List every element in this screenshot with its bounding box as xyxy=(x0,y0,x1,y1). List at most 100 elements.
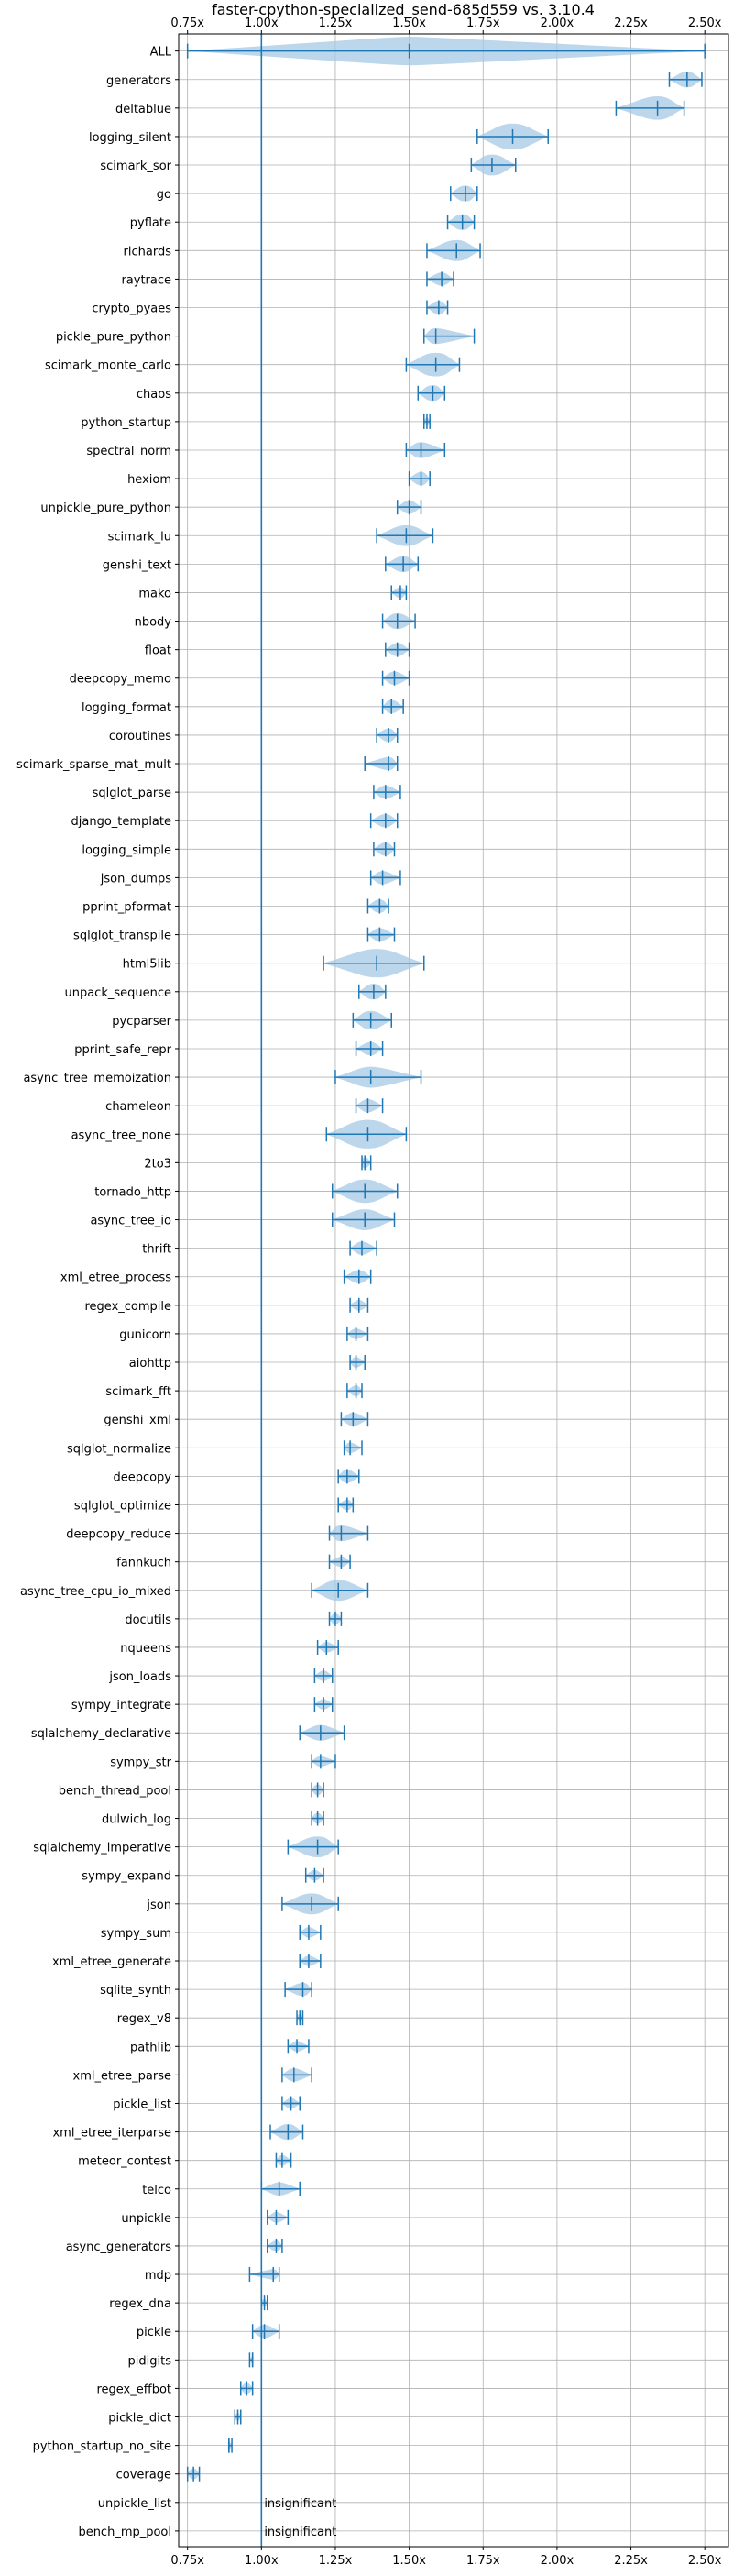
benchmark-label: float xyxy=(145,644,171,658)
benchmark-label: genshi_text xyxy=(103,558,171,572)
benchmark-label: async_tree_memoization xyxy=(23,1072,171,1085)
x-tick-label-bottom: 0.75x xyxy=(170,2554,204,2568)
benchmark-label: hexiom xyxy=(127,473,171,487)
x-tick-label-top: 1.25x xyxy=(319,17,353,30)
benchmark-label: bench_mp_pool xyxy=(78,2526,171,2539)
benchmark-label: raytrace xyxy=(121,273,171,287)
benchmark-label: django_template xyxy=(71,815,171,829)
benchmark-label: python_startup_no_site xyxy=(33,2440,171,2454)
benchmark-label: scimark_fft xyxy=(105,1385,171,1399)
benchmark-label: xml_etree_iterparse xyxy=(52,2127,171,2141)
benchmark-label: logging_silent xyxy=(89,131,171,145)
benchmark-label: sqlglot_parse xyxy=(93,787,171,800)
benchmark-label: sqlite_synth xyxy=(100,1984,171,1998)
benchmark-label: sqlalchemy_imperative xyxy=(33,1842,171,1855)
insignificant-label: insignificant xyxy=(264,2497,336,2511)
benchmark-label: deepcopy xyxy=(113,1470,171,1484)
benchmark-label: regex_effbot xyxy=(96,2383,171,2396)
benchmark-label: nqueens xyxy=(120,1642,171,1656)
benchmark-label: xml_etree_parse xyxy=(73,2069,171,2083)
benchmark-label: deltablue xyxy=(115,103,171,116)
benchmark-label: sympy_expand xyxy=(82,1870,171,1884)
x-tick-label-bottom: 1.25x xyxy=(319,2554,353,2568)
benchmark-label: scimark_monte_carlo xyxy=(45,359,171,373)
benchmark-label: telco xyxy=(142,2184,171,2197)
benchmark-label: chaos xyxy=(137,388,171,402)
x-tick-label-top: 1.50x xyxy=(392,17,426,30)
benchmark-label: xml_etree_process xyxy=(60,1271,171,1285)
benchmark-label: dulwich_log xyxy=(102,1813,171,1827)
benchmark-label: sqlglot_normalize xyxy=(67,1442,171,1456)
benchmark-label: xml_etree_generate xyxy=(52,1955,171,1969)
benchmark-label: coverage xyxy=(116,2469,171,2482)
benchmark-label: regex_compile xyxy=(84,1300,171,1314)
benchmark-label: unpack_sequence xyxy=(64,986,171,1000)
benchmark-label: regex_v8 xyxy=(117,2012,171,2026)
benchmark-label: pprint_safe_repr xyxy=(74,1043,171,1057)
benchmark-label: 2to3 xyxy=(144,1157,171,1171)
benchmark-label: async_generators xyxy=(66,2240,172,2254)
x-tick-label-bottom: 1.50x xyxy=(392,2554,426,2568)
x-tick-label-bottom: 1.75x xyxy=(466,2554,500,2568)
benchmark-label: async_tree_none xyxy=(71,1128,171,1142)
benchmark-label: meteor_contest xyxy=(78,2155,171,2169)
benchmark-label: python_startup xyxy=(81,416,171,430)
benchmark-label: unpickle_list xyxy=(98,2497,171,2511)
benchmark-label: chameleon xyxy=(105,1100,171,1114)
frame-layer xyxy=(178,33,729,2548)
x-tick-label-top: 1.00x xyxy=(245,17,279,30)
benchmark-label: fannkuch xyxy=(116,1557,171,1570)
benchmark-label: crypto_pyaes xyxy=(92,303,171,316)
x-tick-label-top: 2.00x xyxy=(541,17,574,30)
benchmark-label: generators xyxy=(106,74,171,88)
benchmark-label: sqlalchemy_declarative xyxy=(31,1727,171,1741)
benchmark-label: unpickle xyxy=(121,2212,171,2226)
benchmark-label: pyflate xyxy=(130,216,171,230)
benchmark-label: pidigits xyxy=(128,2354,172,2368)
benchmark-label: async_tree_cpu_io_mixed xyxy=(20,1585,171,1599)
benchmark-label: bench_thread_pool xyxy=(59,1784,171,1798)
violin-layer xyxy=(186,37,706,2480)
tick-layer: 0.75x 0.75x 1.00x 1.00x 1.25x 1.25x 1.50x 1.50x… xyxy=(16,17,722,2568)
benchmark-label: pprint_pformat xyxy=(82,900,171,914)
insignificant-label: insignificant xyxy=(264,2526,336,2539)
label-layer: insignificant insignificant xyxy=(264,2497,336,2539)
x-tick-label-top: 0.75x xyxy=(170,17,204,30)
benchmark-label: scimark_sparse_mat_mult xyxy=(16,758,171,772)
marker-layer xyxy=(186,43,706,2482)
benchmark-label: sqlglot_optimize xyxy=(74,1499,171,1513)
benchmark-label: docutils xyxy=(125,1613,171,1627)
x-tick-label-top: 2.50x xyxy=(688,17,722,30)
plot-frame xyxy=(178,33,729,2548)
x-tick-label-bottom: 1.00x xyxy=(245,2554,279,2568)
benchmark-label: pycparser xyxy=(112,1015,171,1029)
benchmark-label: mako xyxy=(138,587,171,600)
benchmark-label: scimark_sor xyxy=(100,160,171,173)
x-tick-label-bottom: 2.25x xyxy=(614,2554,648,2568)
benchmark-label: scimark_lu xyxy=(108,530,171,544)
benchmark-label: pickle_list xyxy=(113,2097,171,2111)
benchmark-label: sympy_integrate xyxy=(71,1699,171,1712)
benchmark-label: html5lib xyxy=(123,958,171,972)
benchmark-label: logging_simple xyxy=(82,843,171,857)
benchmark-label: async_tree_io xyxy=(90,1215,171,1228)
benchmark-label: sympy_str xyxy=(110,1756,171,1769)
benchmark-label: sympy_sum xyxy=(101,1927,171,1941)
x-tick-label-top: 1.75x xyxy=(466,17,500,30)
benchmark-label: pickle_dict xyxy=(108,2412,171,2426)
benchmark-label: unpickle_pure_python xyxy=(40,501,171,515)
benchmark-label: deepcopy_memo xyxy=(70,673,171,687)
benchmark-label: json_dumps xyxy=(100,872,171,886)
benchmark-label: mdp xyxy=(145,2269,171,2283)
benchmark-label: tornado_http xyxy=(94,1185,171,1199)
chart-title: faster-cpython-specialized_send-685d559 … xyxy=(212,1,595,19)
benchmark-label: thrift xyxy=(142,1243,171,1257)
benchmark-label: richards xyxy=(124,245,172,259)
x-tick-label-bottom: 2.50x xyxy=(688,2554,722,2568)
benchmark-label: json_loads xyxy=(108,1670,171,1684)
benchmark-label: regex_dna xyxy=(109,2297,171,2311)
benchmark-label: coroutines xyxy=(109,730,171,743)
benchmark-label: logging_format xyxy=(82,701,171,715)
benchmark-label: pathlib xyxy=(130,2041,171,2054)
